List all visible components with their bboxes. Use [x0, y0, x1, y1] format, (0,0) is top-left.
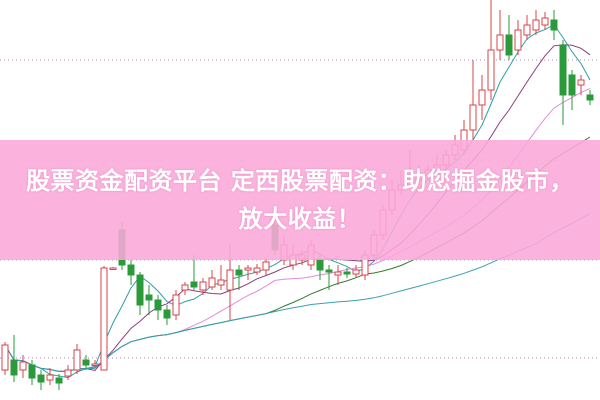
- candle-down: [55, 377, 63, 384]
- candle-up: [244, 267, 252, 271]
- candle-up: [487, 49, 495, 91]
- candle-down: [37, 374, 45, 383]
- candle-up: [514, 29, 522, 51]
- candle-up: [262, 261, 270, 271]
- candle-up: [478, 89, 486, 106]
- candle-down: [505, 34, 513, 56]
- candle-up: [64, 369, 72, 377]
- candle-up: [469, 104, 477, 131]
- candle-down: [163, 309, 171, 319]
- candle-down: [586, 94, 594, 101]
- candle-up: [100, 267, 108, 371]
- candle-down: [127, 264, 135, 276]
- banner-line-2: 放大收益！: [238, 205, 362, 233]
- candle-up: [217, 279, 225, 286]
- candle-down: [10, 359, 18, 376]
- candle-down: [568, 74, 576, 96]
- candle-up: [541, 17, 549, 26]
- promo-banner: 股票资金配资平台 定西股票配资：助您掘金股市， 放大收益！: [0, 140, 600, 260]
- candle-down: [28, 364, 36, 379]
- candle-up: [46, 374, 54, 381]
- candle-down: [154, 299, 162, 311]
- candle-up: [19, 361, 27, 371]
- candle-up: [109, 267, 117, 270]
- candle-up: [1, 344, 9, 371]
- candle-down: [145, 294, 153, 301]
- candle-up: [577, 79, 585, 86]
- candle-down: [136, 274, 144, 306]
- candle-up: [334, 271, 342, 276]
- candle-up: [73, 349, 81, 371]
- candle-up: [91, 363, 99, 366]
- candle-down: [343, 271, 351, 275]
- candle-down: [190, 281, 198, 288]
- candle-down: [235, 269, 243, 276]
- candle-down: [550, 19, 558, 31]
- candle-up: [253, 267, 261, 273]
- candle-up: [523, 24, 531, 36]
- candle-up: [199, 281, 207, 291]
- candle-up: [496, 34, 504, 51]
- candle-down: [559, 44, 567, 96]
- candle-down: [325, 269, 333, 273]
- candle-up: [172, 294, 180, 316]
- candle-up: [532, 19, 540, 31]
- candle-down: [82, 359, 90, 366]
- candle-up: [181, 284, 189, 291]
- banner-line-1: 股票资金配资平台 定西股票配资：助您掘金股市，: [26, 167, 574, 195]
- candle-up: [208, 277, 216, 288]
- candle-up: [352, 269, 360, 275]
- candle-up: [226, 269, 234, 291]
- candle-down: [316, 259, 324, 271]
